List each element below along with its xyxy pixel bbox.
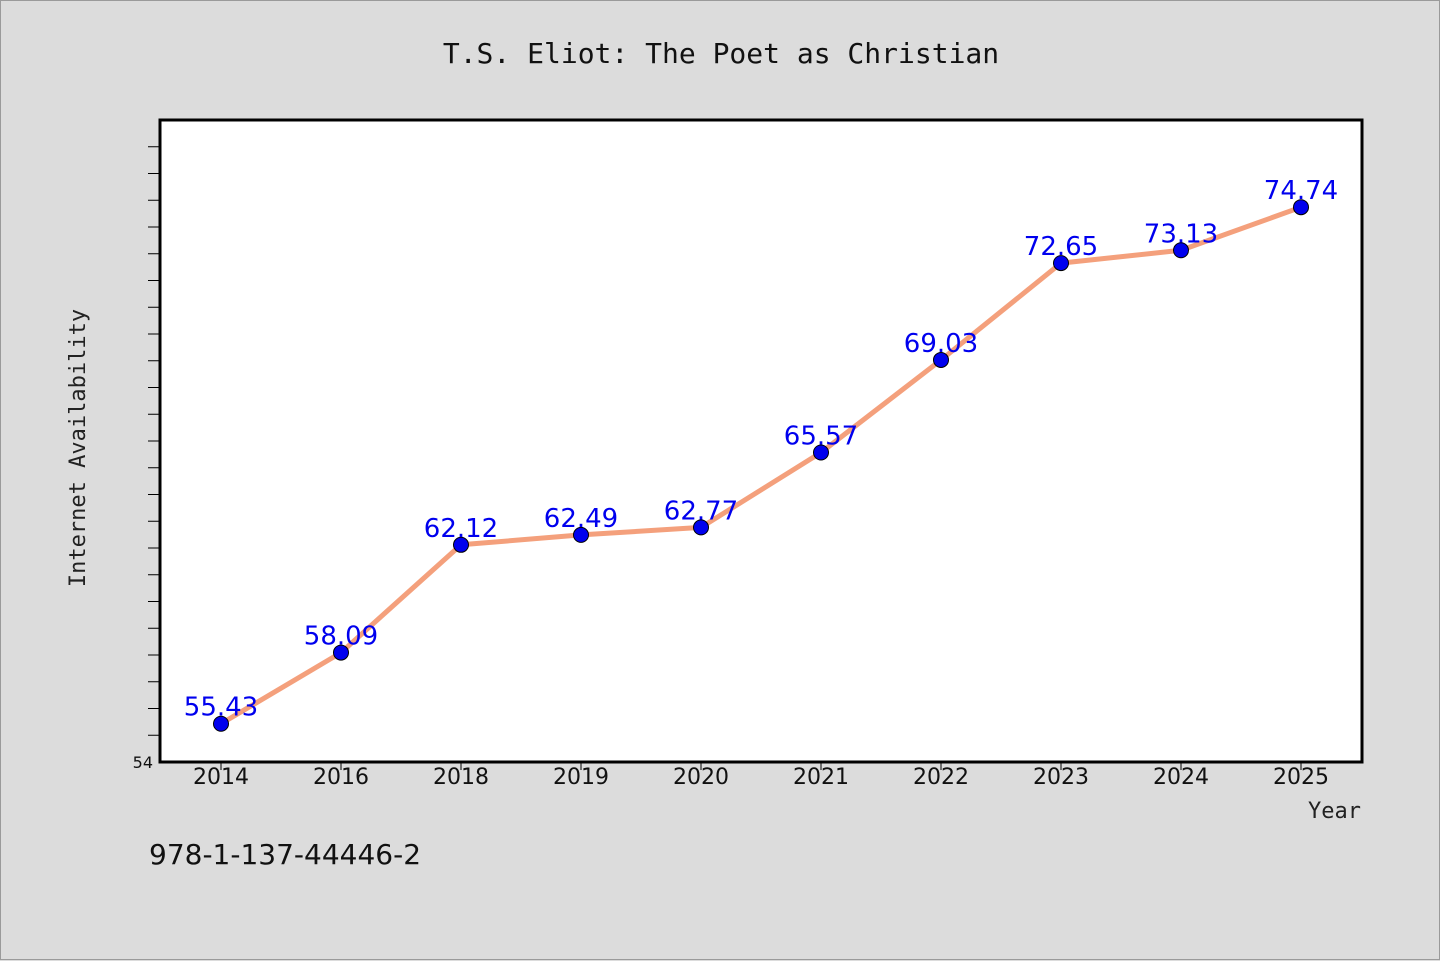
series-line [218, 204, 1304, 727]
x-tick-label: 2019 [553, 765, 609, 790]
x-tick-label: 2016 [313, 765, 369, 790]
data-label: 55.43 [184, 693, 258, 723]
data-point [1173, 242, 1189, 259]
x-tick-label: 2021 [793, 765, 849, 790]
data-point [213, 715, 229, 732]
data-label: 62.77 [664, 496, 738, 526]
x-axis-ticks [220, 762, 1302, 770]
data-labels: 55.43 58.09 62.12 62.49 62.77 65.57 69.03 72.65… [184, 176, 1338, 723]
data-point [693, 519, 709, 536]
x-axis-tick-labels: 2014 2016 2018 2019 2020 2021 2022 2023 2024 2025 [193, 765, 1329, 790]
data-label: 73.13 [1144, 219, 1218, 249]
data-point [453, 536, 469, 553]
data-point [333, 644, 349, 661]
y-axis-min-label: 54 [133, 753, 153, 772]
data-markers [213, 199, 1309, 732]
x-axis-label: Year [1308, 799, 1361, 824]
data-label: 72.65 [1024, 232, 1098, 262]
chart-title: T.S. Eliot: The Poet as Christian [443, 37, 999, 70]
isbn-footer: 978-1-137-44446-2 [149, 838, 421, 871]
data-label: 62.49 [544, 504, 618, 534]
data-point [1293, 199, 1309, 216]
data-label: 69.03 [904, 329, 978, 359]
x-tick-label: 2023 [1033, 765, 1089, 790]
x-tick-label: 2018 [433, 765, 489, 790]
x-tick-label: 2022 [913, 765, 969, 790]
data-label: 58.09 [304, 622, 378, 652]
data-point [813, 444, 829, 461]
x-tick-label: 2024 [1153, 765, 1209, 790]
x-tick-label: 2025 [1273, 765, 1329, 790]
plot-area [158, 118, 1364, 764]
x-tick-label: 2020 [673, 765, 729, 790]
data-label: 65.57 [784, 422, 858, 452]
x-tick-label: 2014 [193, 765, 249, 790]
data-point [573, 526, 589, 543]
data-label: 74.74 [1264, 176, 1338, 206]
data-point [1053, 255, 1069, 272]
y-axis-ticks [148, 146, 160, 736]
data-label: 62.12 [424, 514, 498, 544]
data-point [933, 351, 949, 368]
y-axis-label: Internet Availability [66, 309, 91, 587]
